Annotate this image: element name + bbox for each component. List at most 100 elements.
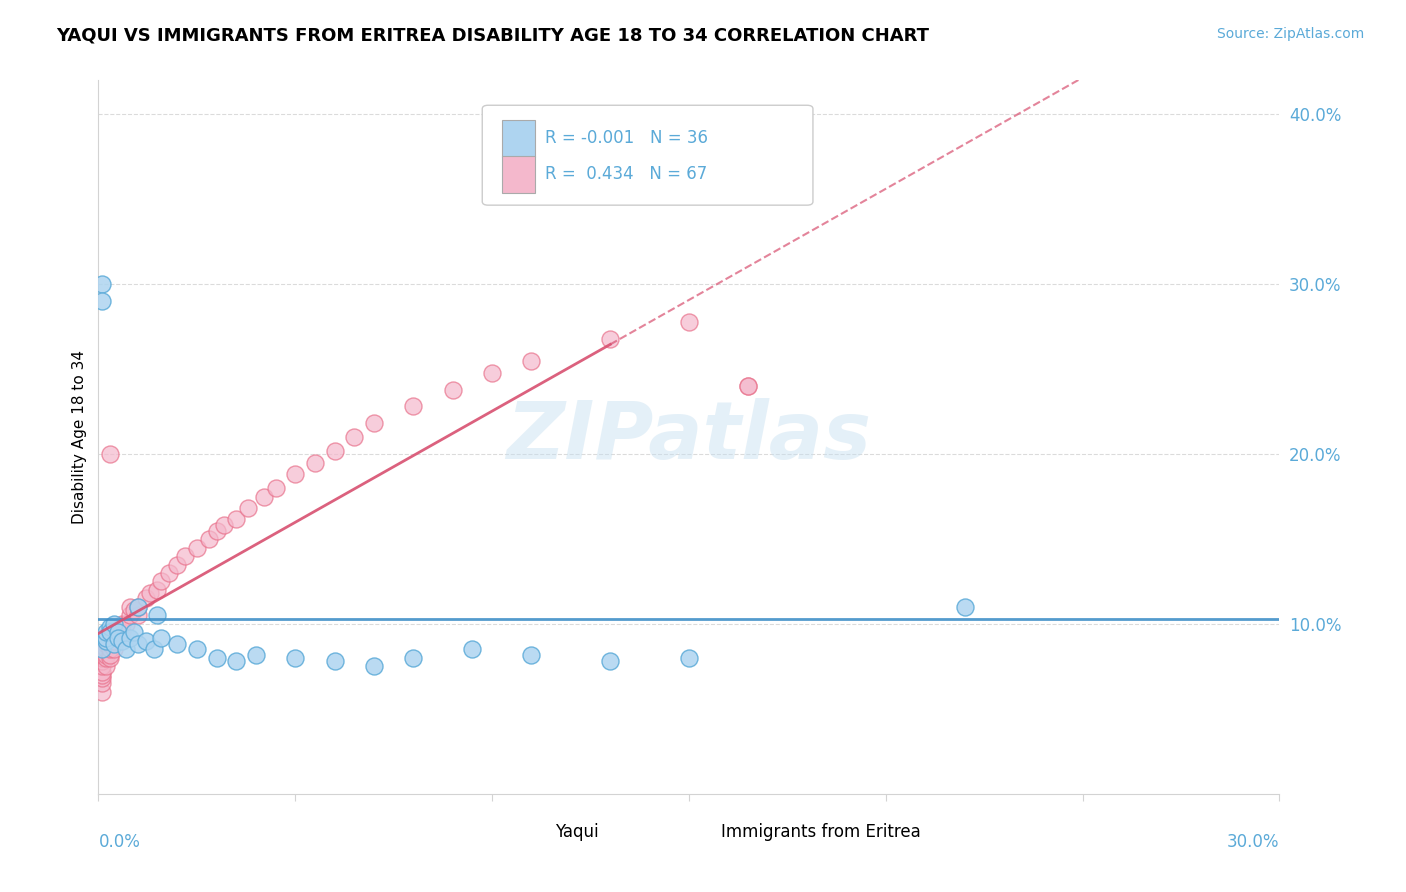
Point — [678, 651, 700, 665]
Point — [245, 648, 267, 662]
Point — [127, 599, 149, 614]
Point — [461, 642, 484, 657]
Point — [98, 637, 121, 651]
Point — [441, 383, 464, 397]
Point — [481, 366, 503, 380]
Point — [107, 631, 129, 645]
Point — [96, 651, 118, 665]
Point — [737, 379, 759, 393]
Point — [98, 447, 121, 461]
Point — [96, 631, 118, 645]
Point — [98, 620, 121, 634]
Point — [118, 608, 141, 623]
Point — [91, 634, 114, 648]
Point — [98, 625, 121, 640]
Point — [98, 625, 121, 640]
Point — [111, 617, 134, 632]
Point — [142, 642, 165, 657]
Point — [91, 642, 114, 657]
Point — [91, 685, 114, 699]
Point — [146, 582, 169, 597]
Point — [103, 637, 125, 651]
Point — [91, 654, 114, 668]
Point — [284, 651, 307, 665]
Point — [91, 665, 114, 679]
Point — [402, 651, 425, 665]
Point — [111, 625, 134, 640]
Point — [103, 634, 125, 648]
Y-axis label: Disability Age 18 to 34: Disability Age 18 to 34 — [72, 350, 87, 524]
Point — [304, 456, 326, 470]
Point — [197, 532, 219, 546]
Point — [91, 631, 114, 645]
Point — [98, 648, 121, 662]
Point — [253, 490, 276, 504]
Point — [678, 314, 700, 328]
Point — [103, 642, 125, 657]
Point — [91, 277, 114, 292]
Point — [96, 659, 118, 673]
Point — [186, 541, 208, 555]
Point — [166, 558, 188, 572]
Point — [284, 467, 307, 482]
Text: R = -0.001   N = 36: R = -0.001 N = 36 — [546, 129, 707, 147]
Text: Yaqui: Yaqui — [555, 822, 599, 840]
Point — [135, 634, 157, 648]
Text: ZIPatlas: ZIPatlas — [506, 398, 872, 476]
Point — [115, 617, 138, 632]
Point — [157, 566, 180, 580]
Point — [150, 631, 173, 645]
Point — [98, 651, 121, 665]
Point — [150, 574, 173, 589]
Point — [103, 617, 125, 632]
Point — [402, 400, 425, 414]
Point — [122, 603, 145, 617]
Point — [520, 353, 543, 368]
Point — [343, 430, 366, 444]
Point — [363, 659, 385, 673]
Point — [91, 671, 114, 685]
Point — [118, 599, 141, 614]
Point — [205, 651, 228, 665]
Point — [96, 648, 118, 662]
Point — [146, 608, 169, 623]
Point — [236, 501, 259, 516]
Point — [205, 524, 228, 538]
Point — [96, 634, 118, 648]
Point — [135, 591, 157, 606]
Point — [323, 443, 346, 458]
Point — [127, 599, 149, 614]
Point — [174, 549, 197, 563]
Point — [96, 642, 118, 657]
Point — [127, 608, 149, 623]
Point — [91, 659, 114, 673]
Point — [98, 642, 121, 657]
Text: Source: ZipAtlas.com: Source: ZipAtlas.com — [1216, 27, 1364, 41]
Point — [214, 518, 236, 533]
Point — [166, 637, 188, 651]
Point — [225, 511, 247, 525]
Bar — [502, 156, 536, 193]
Point — [91, 676, 114, 690]
Point — [91, 668, 114, 682]
Point — [122, 625, 145, 640]
Text: R =  0.434   N = 67: R = 0.434 N = 67 — [546, 166, 707, 184]
Text: 0.0%: 0.0% — [98, 833, 141, 851]
Point — [118, 631, 141, 645]
Point — [111, 634, 134, 648]
Bar — [502, 120, 536, 157]
Point — [127, 637, 149, 651]
Point — [107, 631, 129, 645]
Point — [107, 625, 129, 640]
Point — [91, 294, 114, 309]
Point — [98, 634, 121, 648]
Point — [323, 654, 346, 668]
Point — [107, 625, 129, 640]
Bar — [523, 818, 550, 846]
Point — [737, 379, 759, 393]
Point — [599, 654, 621, 668]
Point — [91, 648, 114, 662]
Point — [96, 625, 118, 640]
Point — [363, 417, 385, 431]
Point — [186, 642, 208, 657]
